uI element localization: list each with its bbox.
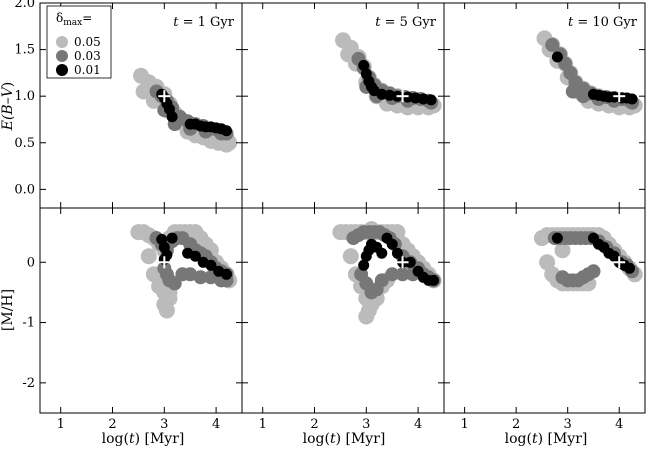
- y-top-tick-label: 1.5: [14, 43, 35, 58]
- panel-title-2: t = 5 Gyr: [375, 15, 437, 30]
- point-delta-0.05: [342, 248, 359, 265]
- y-bottom-tick-label: -1: [22, 316, 35, 331]
- y-bottom-tick-label: 0: [27, 255, 35, 270]
- point-delta-0.03: [385, 267, 400, 282]
- point-delta-0.03: [545, 37, 560, 52]
- point-delta-0.01: [404, 256, 416, 268]
- legend-label-0.01: 0.01: [74, 63, 101, 77]
- point-delta-0.01: [376, 247, 388, 259]
- x-tick-label: 2: [310, 417, 318, 432]
- frames-layer: [39, 2, 646, 414]
- point-delta-0.01: [166, 111, 178, 123]
- point-delta-0.05: [539, 254, 556, 271]
- point-delta-0.01: [391, 247, 403, 259]
- x-tick-label: 3: [564, 417, 572, 432]
- point-delta-0.05: [135, 83, 152, 100]
- legend-marker-0.05: [56, 36, 68, 48]
- x-tick-label: 2: [512, 417, 520, 432]
- y-top-tick-label: 2.0: [14, 0, 35, 11]
- panel-frame-bottom-3: [443, 207, 646, 414]
- x-tick-label: 1: [57, 417, 65, 432]
- points-layer: [130, 30, 643, 325]
- x-tick-label: 4: [414, 417, 422, 432]
- x-tick-label: 2: [108, 417, 116, 432]
- x-tick-label: 4: [212, 417, 220, 432]
- point-delta-0.01: [358, 59, 370, 71]
- point-delta-0.03: [395, 267, 410, 282]
- point-delta-0.03: [193, 270, 208, 285]
- point-delta-0.01: [166, 232, 178, 244]
- legend: δmax= 0.05 0.03 0.01: [46, 5, 112, 79]
- legend-marker-0.03: [56, 50, 68, 62]
- point-delta-0.01: [386, 238, 398, 250]
- point-delta-0.01: [189, 250, 201, 262]
- x-tick-label: 1: [460, 417, 468, 432]
- point-delta-0.01: [626, 93, 638, 105]
- panel-3-bottom-points: [533, 227, 643, 292]
- point-delta-0.01: [205, 259, 217, 271]
- y-axis-label-top: E(B–V): [0, 82, 16, 132]
- x-tick-label: 3: [160, 417, 168, 432]
- point-delta-0.05: [140, 248, 157, 265]
- point-delta-0.03: [374, 273, 389, 288]
- panel-title-3: t = 10 Gyr: [568, 15, 638, 30]
- panel-2-bottom-points: [332, 221, 442, 325]
- y-top-tick-label: 1.0: [14, 89, 35, 104]
- point-delta-0.01: [221, 125, 232, 137]
- point-delta-0.01: [428, 274, 440, 286]
- legend-title: δmax=: [56, 11, 92, 28]
- point-delta-0.05: [554, 242, 571, 259]
- point-delta-0.05: [158, 302, 175, 319]
- x-axis-label-2: log(t) [Myr]: [303, 431, 386, 447]
- panel-title-1: t = 1 Gyr: [173, 15, 235, 30]
- point-delta-0.03: [565, 84, 580, 99]
- y-bottom-tick-label: -2: [22, 376, 35, 391]
- x-tick-label: 3: [362, 417, 370, 432]
- point-delta-0.03: [586, 264, 601, 279]
- legend-label-0.03: 0.03: [74, 49, 101, 63]
- panel-3-top-points: [536, 30, 643, 116]
- point-delta-0.01: [425, 94, 437, 106]
- point-delta-0.03: [167, 276, 182, 291]
- labels-layer: log(t) [Myr] log(t) [Myr] log(t) [Myr] E…: [0, 5, 638, 447]
- point-delta-0.01: [551, 232, 563, 244]
- panel-1-bottom-points: [130, 224, 238, 319]
- panel-1-top-points: [133, 67, 238, 153]
- point-delta-0.01: [551, 51, 563, 63]
- y-top-tick-label: 0.0: [14, 182, 35, 197]
- point-delta-0.01: [221, 268, 232, 280]
- legend-marker-0.01: [56, 64, 68, 76]
- ticks-layer: 1 2 3 4 1 2 3 4 1 2 3 4 0.0 0.5 1.0 1.5 2.0 -2 -1 0: [14, 0, 645, 432]
- x-axis-label-1: log(t) [Myr]: [102, 431, 185, 447]
- y-axis-label-bottom: [M/H]: [0, 289, 16, 331]
- point-delta-0.01: [358, 259, 370, 271]
- point-delta-0.05: [360, 302, 377, 319]
- x-axis-label-3: log(t) [Myr]: [505, 431, 588, 447]
- y-top-tick-label: 0.5: [14, 136, 35, 151]
- point-delta-0.03: [576, 89, 591, 104]
- point-delta-0.05: [218, 136, 235, 153]
- point-delta-0.01: [624, 262, 635, 274]
- x-tick-label: 4: [615, 417, 623, 432]
- panel-2-top-points: [335, 32, 442, 116]
- legend-label-0.05: 0.05: [74, 35, 101, 49]
- x-tick-label: 1: [259, 417, 267, 432]
